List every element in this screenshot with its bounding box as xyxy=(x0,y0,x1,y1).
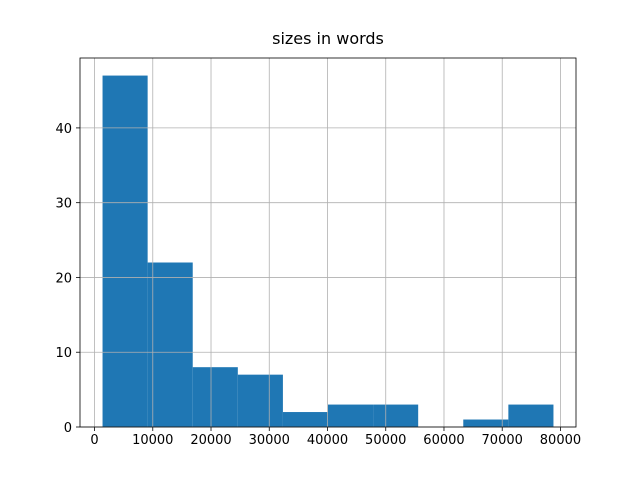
x-tick-label: 80000 xyxy=(540,433,581,448)
bar xyxy=(237,374,283,427)
bar xyxy=(373,404,419,427)
bar xyxy=(508,404,554,427)
bar xyxy=(192,367,238,427)
bar xyxy=(282,412,328,427)
x-tick-label: 70000 xyxy=(482,433,523,448)
y-tick-label: 10 xyxy=(55,346,72,361)
x-tick-label: 30000 xyxy=(249,433,290,448)
y-tick-label: 40 xyxy=(55,122,72,137)
plot-frame xyxy=(79,57,577,428)
y-tick-label: 0 xyxy=(64,421,72,436)
x-tick-label: 40000 xyxy=(307,433,348,448)
x-tick-label: 50000 xyxy=(365,433,406,448)
bar xyxy=(102,75,148,428)
y-tick-label: 20 xyxy=(55,271,72,286)
bar xyxy=(463,419,509,427)
x-tick-label: 20000 xyxy=(190,433,231,448)
bar xyxy=(328,404,374,427)
x-tick-label: 60000 xyxy=(423,433,464,448)
chart-title: sizes in words xyxy=(272,29,384,48)
x-tick-label: 10000 xyxy=(132,433,173,448)
y-tick-label: 30 xyxy=(55,197,72,212)
bar xyxy=(147,262,193,427)
x-tick-label: 0 xyxy=(90,433,98,448)
